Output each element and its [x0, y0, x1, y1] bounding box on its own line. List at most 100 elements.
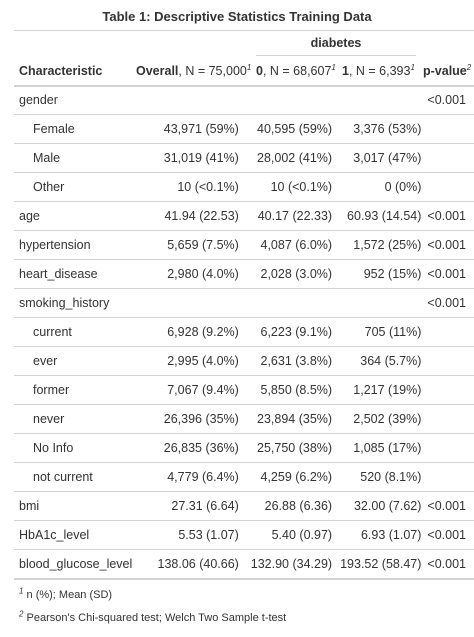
header-overall: Overall, N = 75,0001 [136, 62, 252, 78]
table-row: hypertension 5,659 (7.5%) 4,087 (6.0%) 1,57… [14, 230, 474, 260]
cell-group-0: 2,631 (3.8%) [246, 346, 341, 376]
cell-overall: 4,779 (6.4%) [139, 462, 247, 492]
cell-group-0: 132.90 (34.29) [246, 549, 341, 580]
cell-group-1 [340, 288, 428, 318]
cell-group-1: 6.93 (1.07) [340, 520, 428, 550]
table-row: former 7,067 (9.4%) 5,850 (8.5%) 1,217 (19%… [14, 375, 474, 405]
header-group-0: 0, N = 68,6071 [256, 62, 336, 78]
cell-overall: 7,067 (9.4%) [139, 375, 247, 405]
cell-overall: 10 (<0.1%) [139, 172, 247, 202]
cell-group-0: 5,850 (8.5%) [246, 375, 341, 405]
cell-overall: 26,835 (36%) [139, 433, 247, 463]
cell-p-value [427, 404, 474, 434]
header-p-value: p-value2 [423, 62, 472, 78]
table-row: heart_disease 2,980 (4.0%) 2,028 (3.0%) 952… [14, 259, 474, 289]
cell-p-value: <0.001 [427, 491, 474, 521]
cell-overall [139, 288, 247, 318]
cell-group-1: 2,502 (39%) [340, 404, 428, 434]
cell-p-value [427, 375, 474, 405]
table-row: No Info 26,835 (36%) 25,750 (38%) 1,085 (17… [14, 433, 474, 463]
header-characteristic: Characteristic [19, 64, 103, 78]
table-row: blood_glucose_level 138.06 (40.66) 132.90 … [14, 549, 474, 580]
cell-group-1: 193.52 (58.47) [340, 549, 428, 580]
cell-group-0: 10 (<0.1%) [246, 172, 341, 202]
table-row: age 41.94 (22.53) 40.17 (22.33) 60.93 (14.5… [14, 201, 474, 231]
column-spanner-diabetes: diabetes [310, 36, 362, 50]
cell-group-0: 28,002 (41%) [246, 143, 341, 173]
cell-group-0: 6,223 (9.1%) [246, 317, 341, 347]
cell-group-1: 952 (15%) [340, 259, 428, 289]
cell-overall: 31,019 (41%) [139, 143, 247, 173]
cell-p-value [427, 462, 474, 492]
cell-group-1: 60.93 (14.54) [340, 201, 428, 231]
row-label: No Info [14, 433, 140, 463]
cell-p-value: <0.001 [427, 259, 474, 289]
top-rule [14, 30, 474, 31]
table-row: gender <0.001 [14, 86, 474, 115]
cell-overall [139, 86, 247, 115]
row-label: bmi [14, 491, 140, 521]
footnote-2: 2 Pearson's Chi-squared test; Welch Two … [19, 609, 287, 624]
row-label: blood_glucose_level [14, 549, 140, 580]
cell-group-1: 1,085 (17%) [340, 433, 428, 463]
table-row: Female 43,971 (59%) 40,595 (59%) 3,376 (53%… [14, 114, 474, 144]
cell-group-0: 40.17 (22.33) [246, 201, 341, 231]
row-label: Female [14, 114, 140, 144]
row-label: former [14, 375, 140, 405]
cell-p-value [427, 114, 474, 144]
cell-group-1 [340, 86, 428, 115]
cell-group-1: 3,376 (53%) [340, 114, 428, 144]
cell-overall: 138.06 (40.66) [139, 549, 247, 580]
row-label: smoking_history [14, 288, 140, 318]
cell-group-0: 4,259 (6.2%) [246, 462, 341, 492]
cell-group-1: 0 (0%) [340, 172, 428, 202]
table-row: HbA1c_level 5.53 (1.07) 5.40 (0.97) 6.93 (1… [14, 520, 474, 550]
cell-overall: 6,928 (9.2%) [139, 317, 247, 347]
cell-overall: 5.53 (1.07) [139, 520, 247, 550]
row-label: HbA1c_level [14, 520, 140, 550]
row-label: not current [14, 462, 140, 492]
row-label: heart_disease [14, 259, 140, 289]
footnote-1: 1 n (%); Mean (SD) [19, 586, 113, 601]
cell-p-value: <0.001 [427, 201, 474, 231]
cell-group-1: 32.00 (7.62) [340, 491, 428, 521]
table-title: Table 1: Descriptive Statistics Training… [102, 9, 372, 24]
cell-group-0: 25,750 (38%) [246, 433, 341, 463]
cell-group-0: 23,894 (35%) [246, 404, 341, 434]
row-label: Male [14, 143, 140, 173]
table-row: ever 2,995 (4.0%) 2,631 (3.8%) 364 (5.7%) [14, 346, 474, 376]
cell-overall: 5,659 (7.5%) [139, 230, 247, 260]
spanner-rule [256, 55, 416, 56]
cell-group-0: 5.40 (0.97) [246, 520, 341, 550]
cell-group-0: 40,595 (59%) [246, 114, 341, 144]
cell-p-value [427, 433, 474, 463]
cell-group-1: 3,017 (47%) [340, 143, 428, 173]
cell-overall: 2,980 (4.0%) [139, 259, 247, 289]
cell-overall: 27.31 (6.64) [139, 491, 247, 521]
cell-overall: 26,396 (35%) [139, 404, 247, 434]
cell-p-value [427, 346, 474, 376]
cell-p-value [427, 143, 474, 173]
row-label: age [14, 201, 140, 231]
cell-p-value: <0.001 [427, 230, 474, 260]
cell-group-0 [246, 288, 341, 318]
row-label: current [14, 317, 140, 347]
cell-group-0: 26.88 (6.36) [246, 491, 341, 521]
stats-table: gender <0.001 Female 43,971 (59%) 40,595 (59… [14, 86, 474, 580]
cell-p-value [427, 317, 474, 347]
table-row: Male 31,019 (41%) 28,002 (41%) 3,017 (47%) [14, 143, 474, 173]
table-row: never 26,396 (35%) 23,894 (35%) 2,502 (39%) [14, 404, 474, 434]
table-row: bmi 27.31 (6.64) 26.88 (6.36) 32.00 (7.62) <… [14, 491, 474, 521]
header-group-1: 1, N = 6,3931 [342, 62, 415, 78]
cell-p-value [427, 172, 474, 202]
cell-group-1: 520 (8.1%) [340, 462, 428, 492]
cell-group-1: 1,572 (25%) [340, 230, 428, 260]
cell-p-value: <0.001 [427, 86, 474, 115]
table-row: not current 4,779 (6.4%) 4,259 (6.2%) 520 (… [14, 462, 474, 492]
cell-overall: 43,971 (59%) [139, 114, 247, 144]
cell-group-1: 364 (5.7%) [340, 346, 428, 376]
cell-p-value: <0.001 [427, 288, 474, 318]
table-row: Other 10 (<0.1%) 10 (<0.1%) 0 (0%) [14, 172, 474, 202]
cell-group-0: 2,028 (3.0%) [246, 259, 341, 289]
cell-group-1: 1,217 (19%) [340, 375, 428, 405]
